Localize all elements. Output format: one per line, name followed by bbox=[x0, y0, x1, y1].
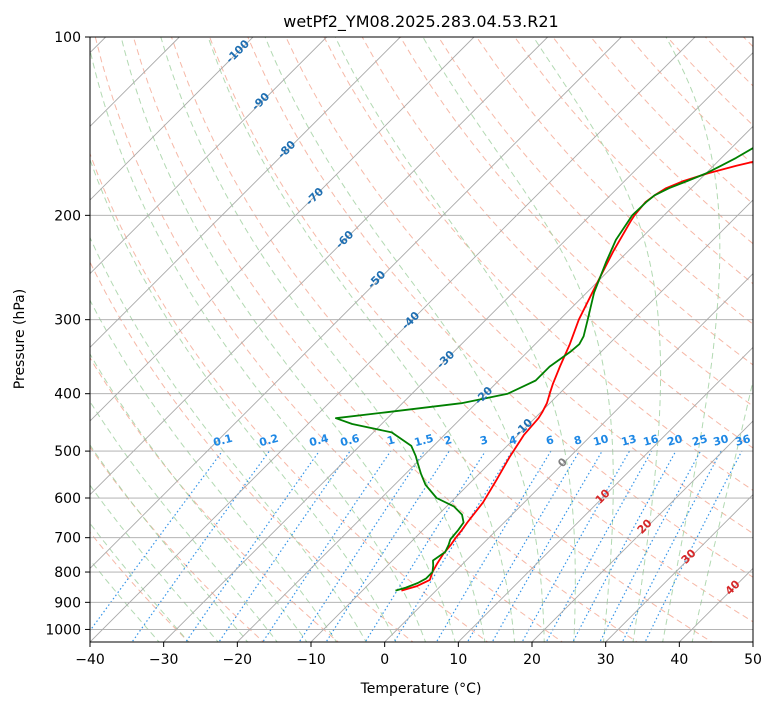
mixing-ratio-line bbox=[131, 450, 270, 642]
y-tick-label: 300 bbox=[54, 313, 81, 329]
mixing-ratio-line bbox=[393, 450, 513, 642]
x-tick-label: 50 bbox=[744, 652, 762, 668]
dry-adiabat bbox=[90, 260, 414, 642]
mixing-ratio-line bbox=[218, 450, 351, 642]
y-tick-label: 100 bbox=[54, 30, 81, 46]
mixing-ratio-label: 30 bbox=[712, 432, 730, 449]
mixing-ratio-label: 1.5 bbox=[413, 432, 435, 450]
moist-adiabat bbox=[90, 236, 367, 642]
series-lines bbox=[335, 146, 753, 592]
isotherm bbox=[90, 37, 254, 201]
plot-frame bbox=[89, 36, 754, 643]
isotherm bbox=[310, 199, 753, 642]
plot-area bbox=[90, 37, 753, 642]
moist-adiabat bbox=[90, 158, 397, 642]
mixing-ratio-label: 0.4 bbox=[308, 432, 331, 450]
isotherm bbox=[90, 37, 327, 275]
mixing-ratio-line bbox=[185, 450, 320, 642]
mixing-ratio-line bbox=[364, 450, 486, 642]
y-tick-label: 600 bbox=[54, 491, 81, 507]
x-axis: −40 −30 −20 −10 0 10 20 30 40 50 bbox=[75, 642, 762, 668]
y-tick-label: 200 bbox=[54, 208, 81, 224]
mixing-ratio-label: 2 bbox=[442, 433, 453, 448]
temperature-profile bbox=[401, 160, 753, 592]
chart-title: wetPf2_YM08.2025.283.04.53.R21 bbox=[283, 12, 558, 32]
mixing-ratio-line bbox=[325, 450, 450, 642]
mixing-ratio-label: 4 bbox=[507, 433, 518, 448]
mixing-ratio-line bbox=[599, 450, 702, 642]
isotherm bbox=[458, 346, 753, 642]
x-tick-label: 10 bbox=[449, 652, 467, 668]
y-tick-label: 900 bbox=[54, 595, 81, 611]
x-tick-label: −30 bbox=[149, 652, 179, 668]
mixing-ratio-label: 8 bbox=[572, 433, 583, 448]
dry-adiabat bbox=[285, 37, 753, 535]
mixing-ratio-line bbox=[572, 450, 677, 642]
dry-adiabat bbox=[247, 37, 753, 578]
grid bbox=[90, 37, 753, 642]
mixing-ratio-label: 25 bbox=[691, 432, 709, 449]
mixing-ratio-label: 10 bbox=[592, 432, 610, 449]
y-axis-title: Pressure (hPa) bbox=[12, 289, 28, 389]
isotherm bbox=[605, 494, 753, 642]
dry-adiabat bbox=[514, 37, 753, 285]
isotherm bbox=[531, 420, 753, 642]
y-tick-label: 500 bbox=[54, 444, 81, 460]
x-tick-label: −40 bbox=[75, 652, 105, 668]
dry-adiabat bbox=[90, 152, 489, 642]
mixing-ratio-label: 0.6 bbox=[339, 432, 362, 450]
y-tick-label: 700 bbox=[54, 531, 81, 547]
mixing-ratio-line bbox=[621, 450, 722, 642]
dry-adiabat bbox=[323, 37, 753, 491]
x-tick-label: −10 bbox=[296, 652, 326, 668]
isotherm bbox=[90, 37, 696, 642]
mixing-ratio-line bbox=[298, 450, 425, 642]
mixing-ratio-line bbox=[90, 450, 223, 632]
mixing-ratio-label: 0.1 bbox=[212, 432, 234, 450]
isotherm bbox=[90, 37, 401, 348]
isotherm bbox=[90, 37, 548, 496]
isotherm bbox=[163, 52, 753, 642]
y-tick-label: 800 bbox=[54, 565, 81, 581]
dry-adiabat bbox=[361, 37, 753, 449]
y-tick-label: 1000 bbox=[45, 622, 81, 638]
mixing-ratio-label: 13 bbox=[620, 432, 638, 449]
dewpoint-profile bbox=[335, 146, 753, 592]
x-tick-label: 30 bbox=[597, 652, 615, 668]
mixing-ratio-line bbox=[262, 450, 392, 642]
x-tick-label: 40 bbox=[670, 652, 688, 668]
mixing-ratio-label: 36 bbox=[734, 432, 752, 449]
dry-adiabat bbox=[399, 37, 753, 407]
y-axis: 100 200 300 400 500 600 700 800 900 1000 bbox=[45, 30, 90, 638]
dry-adiabat bbox=[437, 37, 753, 366]
x-tick-label: 20 bbox=[523, 652, 541, 668]
y-tick-label: 400 bbox=[54, 387, 81, 403]
mixing-ratio-label: 0.2 bbox=[258, 432, 280, 450]
x-tick-label: −20 bbox=[223, 652, 253, 668]
mixing-ratio-label: 16 bbox=[642, 432, 660, 449]
isotherm bbox=[90, 37, 475, 422]
x-axis-title: Temperature (°C) bbox=[360, 681, 482, 697]
mixing-ratio-label: 6 bbox=[544, 433, 555, 448]
mixing-ratio-label: 1 bbox=[385, 433, 396, 448]
mixing-ratio-label: 3 bbox=[478, 433, 489, 448]
x-tick-label: 0 bbox=[380, 652, 389, 668]
dry-adiabat bbox=[171, 37, 713, 642]
isotherm bbox=[384, 273, 753, 642]
mixing-ratio-label: 20 bbox=[666, 432, 684, 449]
isotherm bbox=[90, 37, 622, 569]
mixing-ratio-line bbox=[466, 450, 580, 642]
dry-adiabat bbox=[476, 37, 753, 325]
isotherm bbox=[237, 125, 753, 642]
